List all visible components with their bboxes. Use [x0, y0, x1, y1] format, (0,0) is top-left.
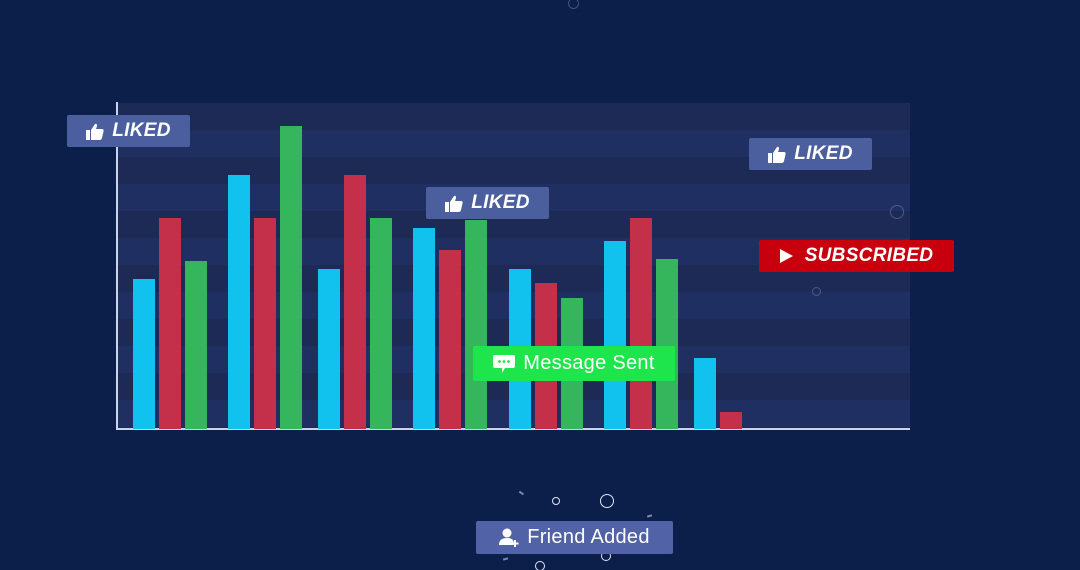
- friend-added-badge: Friend Added: [476, 521, 673, 554]
- thumbs-up-icon: [768, 146, 786, 163]
- thumbs-up-icon: [445, 195, 463, 212]
- bar-cyan-G4: [413, 228, 435, 429]
- liked-badge: LIKED: [749, 138, 872, 170]
- bar-cyan-G6: [604, 241, 626, 429]
- decorative-circle: [890, 205, 904, 219]
- y-axis-line: [116, 102, 118, 430]
- x-axis-line: [116, 428, 910, 430]
- decorative-circle: [552, 497, 560, 505]
- bar-green-G2: [280, 126, 302, 429]
- thumbs-up-icon: [86, 123, 104, 140]
- bar-red-G6: [630, 218, 652, 429]
- bar-cyan-G7: [694, 358, 716, 429]
- message-sent-label: Message Sent: [523, 352, 655, 374]
- bar-red-G3: [344, 175, 366, 429]
- bar-green-G6: [656, 259, 678, 429]
- decorative-sparkle: [502, 557, 509, 561]
- bar-red-G2: [254, 218, 276, 429]
- liked-badge: LIKED: [67, 115, 190, 147]
- subscribed-badge: SUBSCRIBED: [759, 240, 954, 272]
- bar-red-G7: [720, 412, 742, 429]
- add-user-icon: [499, 528, 519, 548]
- liked-label: LIKED: [112, 120, 171, 141]
- bar-cyan-G2: [228, 175, 250, 429]
- decorative-sparkle: [646, 514, 653, 518]
- bar-cyan-G1: [133, 279, 155, 429]
- decorative-circle: [812, 287, 821, 296]
- play-icon: [779, 249, 793, 263]
- bar-red-G4: [439, 250, 461, 429]
- bar-green-G1: [185, 261, 207, 429]
- liked-label: LIKED: [794, 143, 853, 164]
- decorative-sparkle: [519, 490, 524, 495]
- message-sent-badge: Message Sent: [473, 346, 675, 381]
- bar-cyan-G3: [318, 269, 340, 429]
- friend-added-label: Friend Added: [527, 526, 650, 548]
- subscribed-label: SUBSCRIBED: [804, 245, 934, 266]
- bar-green-G3: [370, 218, 392, 429]
- decorative-circle: [600, 494, 614, 508]
- decorative-circle: [568, 0, 579, 9]
- liked-badge: LIKED: [426, 187, 549, 219]
- decorative-circle: [535, 561, 545, 570]
- bar-green-G4: [465, 220, 487, 429]
- liked-label: LIKED: [471, 192, 530, 213]
- chat-bubble-icon: [493, 354, 516, 373]
- bar-red-G1: [159, 218, 181, 429]
